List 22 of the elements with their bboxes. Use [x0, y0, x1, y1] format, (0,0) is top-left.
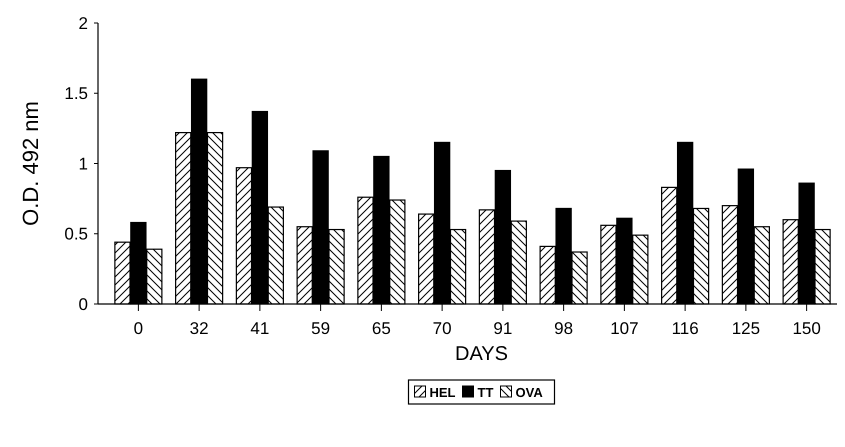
y-tick-label: 0	[78, 294, 88, 314]
y-tick-label: 1	[78, 154, 88, 174]
x-tick-label: 150	[792, 319, 821, 338]
x-tick-label: 59	[311, 319, 330, 338]
x-tick-label: 91	[493, 319, 512, 338]
y-axis-title: O.D. 492 nm	[18, 101, 43, 226]
y-tick-label: 1.5	[64, 84, 88, 104]
x-tick-label: 98	[554, 319, 574, 338]
y-tick-label: 2	[78, 14, 88, 33]
x-tick-label: 107	[610, 319, 639, 338]
x-tick-label: 116	[672, 319, 699, 338]
legend-label: HEL	[430, 385, 456, 400]
x-axis-title: DAYS	[455, 343, 508, 365]
legend-label: OVA	[516, 385, 544, 400]
x-tick-label: 65	[372, 319, 391, 338]
y-tick-label: 0.5	[64, 224, 88, 244]
x-tick-label: 125	[732, 319, 760, 338]
x-tick-label: 70	[432, 319, 452, 338]
x-tick-label: 0	[134, 319, 144, 338]
x-tick-label: 41	[250, 319, 270, 338]
legend-label: TT	[478, 385, 494, 400]
x-tick-label: 32	[190, 319, 209, 338]
